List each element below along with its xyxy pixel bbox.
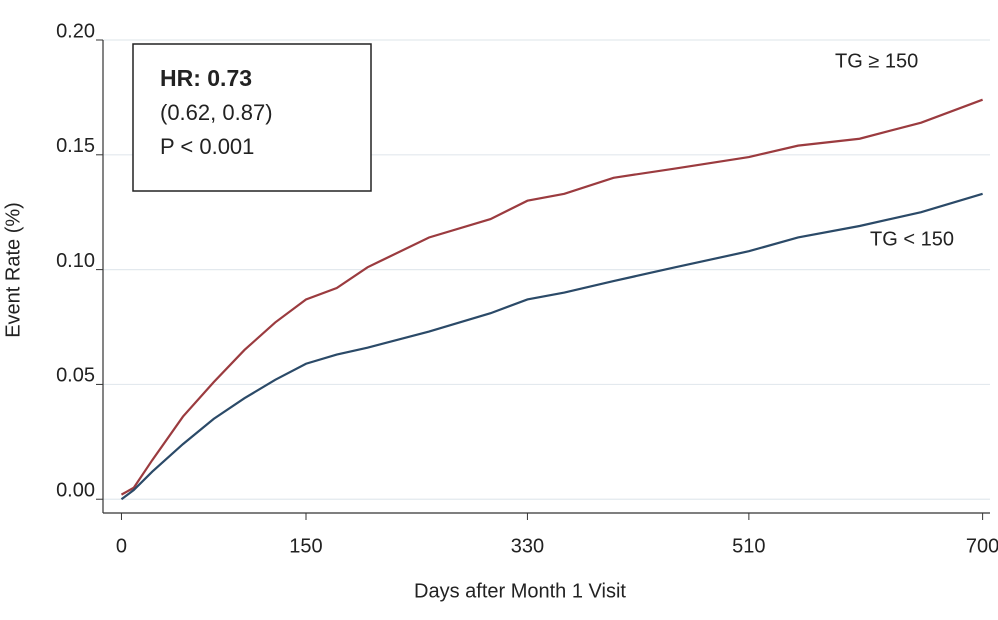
x-tick-label: 150: [289, 535, 322, 557]
confidence-interval: (0.62, 0.87): [160, 100, 273, 125]
y-axis-title: Event Rate (%): [2, 202, 24, 338]
series-label: TG < 150: [870, 228, 954, 250]
x-tick-label: 0: [116, 535, 127, 557]
x-tick-label: 510: [732, 535, 765, 557]
x-axis-title: Days after Month 1 Visit: [414, 580, 626, 602]
x-tick-label: 330: [511, 535, 544, 557]
annotation-box: [132, 43, 372, 192]
y-tick-label: 0.20: [56, 20, 95, 42]
y-tick-label: 0.15: [56, 135, 95, 157]
series-line: [120, 98, 984, 496]
y-tick-label: 0.00: [56, 480, 95, 502]
y-tick-label: 0.10: [56, 250, 95, 272]
series-line: [120, 192, 983, 501]
p-value: P < 0.001: [160, 134, 254, 159]
series-label: TG ≥ 150: [835, 50, 918, 72]
hazard-ratio: HR: 0.73: [160, 65, 252, 91]
y-tick-label: 0.05: [56, 365, 95, 387]
x-tick-label: 700: [966, 535, 998, 557]
